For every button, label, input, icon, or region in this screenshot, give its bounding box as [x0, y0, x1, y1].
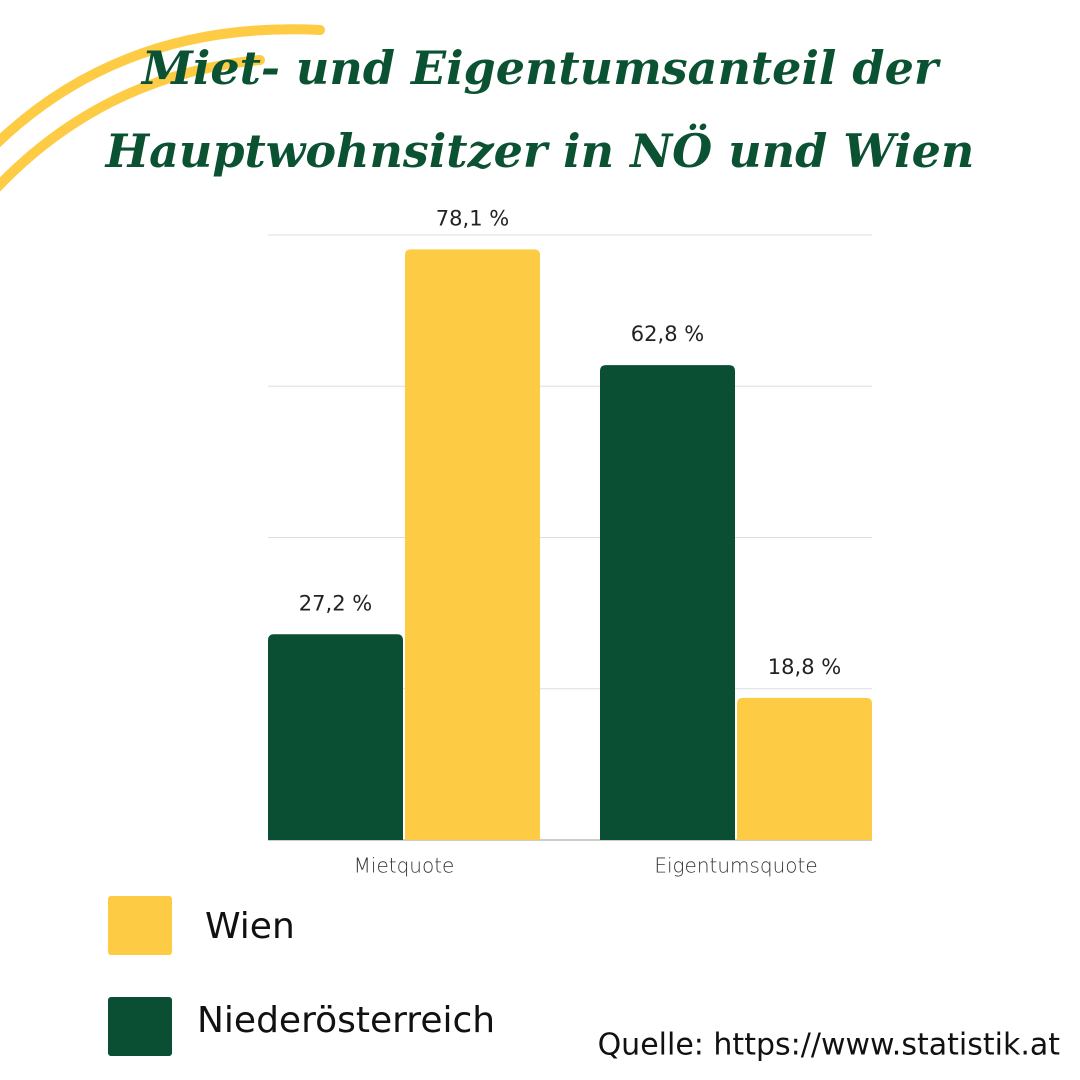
legend-swatch: [108, 896, 172, 955]
value-label: 27,2 %: [299, 591, 372, 615]
value-label: 78,1 %: [436, 206, 509, 230]
bar: [268, 634, 403, 840]
decoration-arc: [0, 55, 265, 192]
legend-label: Wien: [205, 906, 295, 947]
decoration-arc: [0, 24, 325, 148]
source: Quelle: https://www.statistik.at: [598, 1028, 1061, 1063]
bar: [737, 697, 872, 840]
legend-swatch: [108, 997, 172, 1056]
x-tick-label: Eigentumsquote: [654, 854, 817, 878]
x-tick-label: Mietquote: [354, 854, 455, 878]
chart-title: Miet- und Eigentumsanteil der: [140, 41, 942, 95]
value-label: 62,8 %: [631, 322, 704, 346]
bar: [405, 249, 540, 840]
value-label: 18,8 %: [768, 655, 841, 679]
chart-title: Hauptwohnsitzer in NÖ und Wien: [104, 123, 975, 178]
bar: [600, 365, 735, 840]
legend-label: Niederösterreich: [197, 1000, 495, 1041]
